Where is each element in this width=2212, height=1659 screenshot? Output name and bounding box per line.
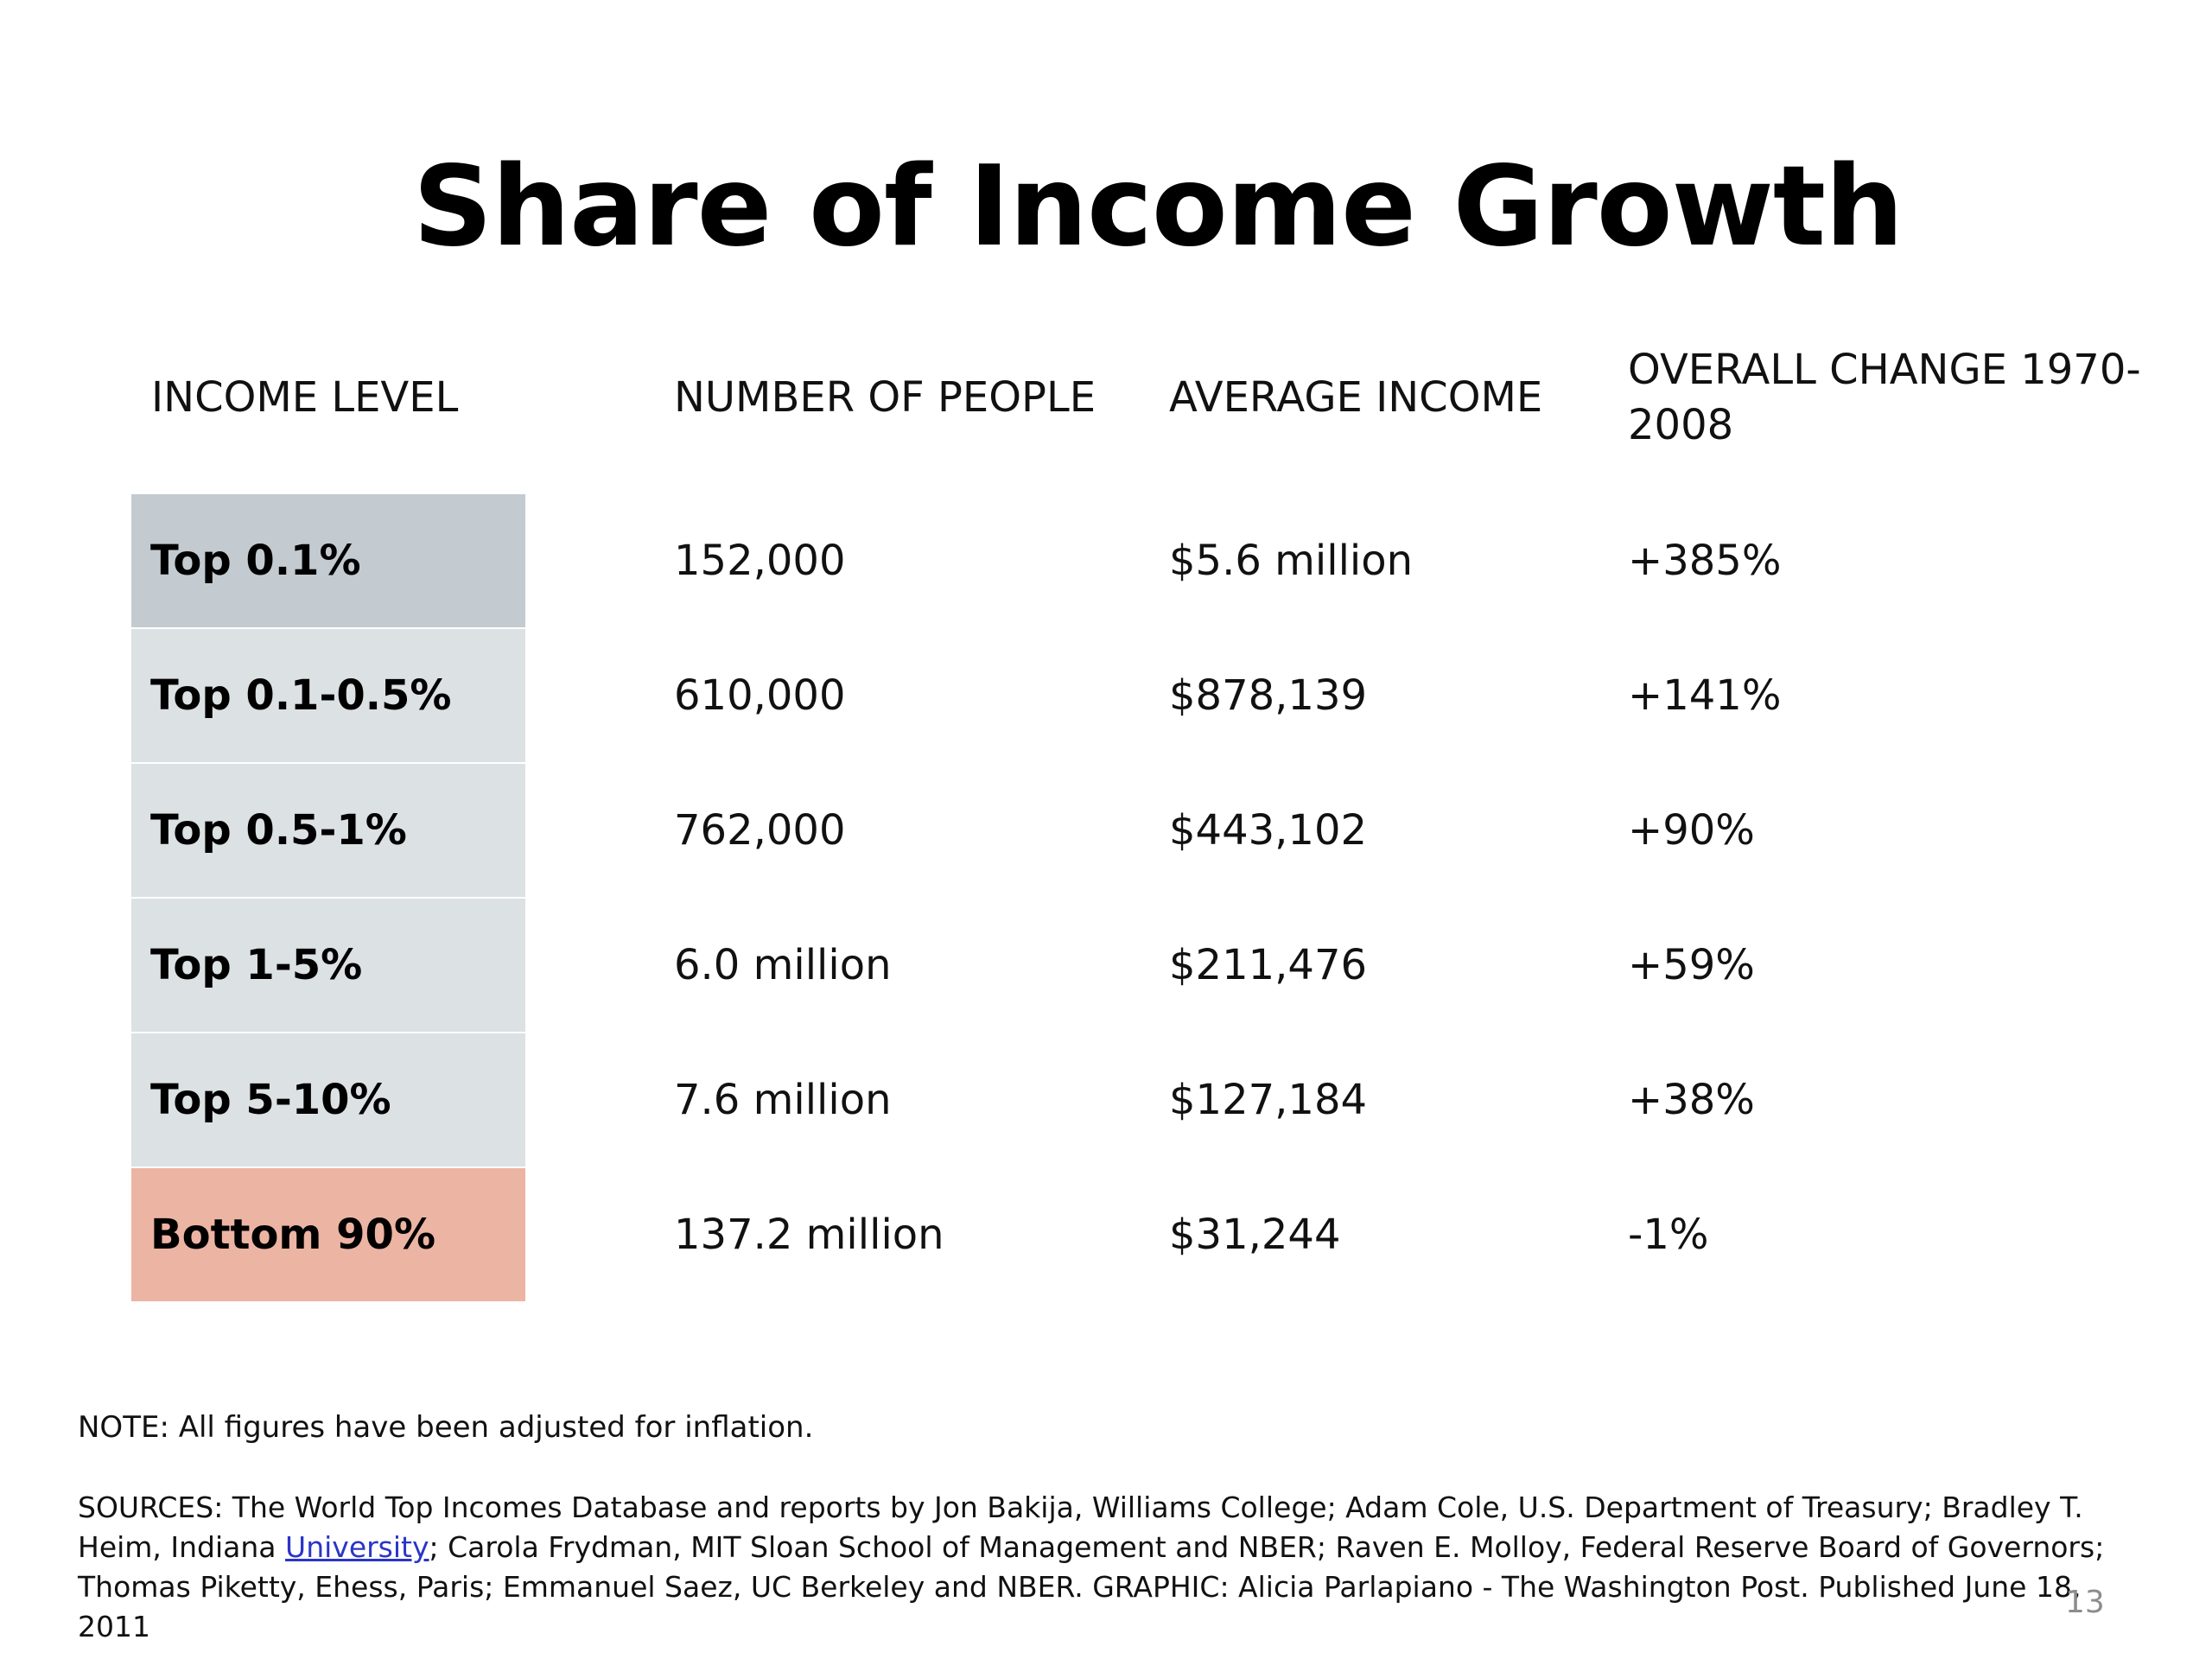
cell-income: $127,184 <box>1169 1076 1368 1124</box>
header-overall-change-line1: OVERALL CHANGE 1970- <box>1628 346 2141 394</box>
cell-people: 762,000 <box>674 806 846 855</box>
inflation-note: NOTE: All figures have been adjusted for… <box>78 1410 814 1445</box>
cell-change: +385% <box>1628 537 1782 585</box>
header-income-level: INCOME LEVEL <box>151 373 459 422</box>
slide-title: Share of Income Growth <box>412 143 1904 271</box>
cell-income-level: Top 1-5% <box>131 899 525 1032</box>
cell-people: 7.6 million <box>674 1076 892 1124</box>
sources-suffix: ; Carola Frydman, MIT Sloan School of Ma… <box>78 1530 2105 1643</box>
cell-income-level: Top 0.1-0.5% <box>131 629 525 762</box>
cell-change: +141% <box>1628 671 1782 720</box>
cell-people: 152,000 <box>674 537 846 585</box>
cell-income: $878,139 <box>1169 671 1368 720</box>
cell-income: $443,102 <box>1169 806 1368 855</box>
sources-prefix: SOURCES: The World Top Incomes Database … <box>78 1491 2083 1564</box>
cell-change: +38% <box>1628 1076 1755 1124</box>
cell-income: $211,476 <box>1169 941 1368 989</box>
cell-income: $5.6 million <box>1169 537 1414 585</box>
cell-income: $31,244 <box>1169 1211 1341 1259</box>
cell-income-level: Top 0.1% <box>131 494 525 627</box>
cell-change: -1% <box>1628 1211 1709 1259</box>
cell-income-level: Top 0.5-1% <box>131 764 525 897</box>
page-number: 13 <box>2065 1585 2105 1620</box>
cell-change: +90% <box>1628 806 1755 855</box>
header-overall-change: OVERALL CHANGE 1970- 2008 <box>1628 342 2141 453</box>
cell-income-level: Bottom 90% <box>131 1168 525 1301</box>
header-average-income: AVERAGE INCOME <box>1169 373 1543 422</box>
header-overall-change-line2: 2008 <box>1628 401 1734 449</box>
cell-income-level: Top 5-10% <box>131 1033 525 1166</box>
cell-change: +59% <box>1628 941 1755 989</box>
header-number-of-people: NUMBER OF PEOPLE <box>674 373 1096 422</box>
university-link[interactable]: University <box>285 1530 429 1564</box>
cell-people: 610,000 <box>674 671 846 720</box>
cell-people: 137.2 million <box>674 1211 944 1259</box>
sources-text: SOURCES: The World Top Incomes Database … <box>78 1488 2143 1647</box>
cell-people: 6.0 million <box>674 941 892 989</box>
